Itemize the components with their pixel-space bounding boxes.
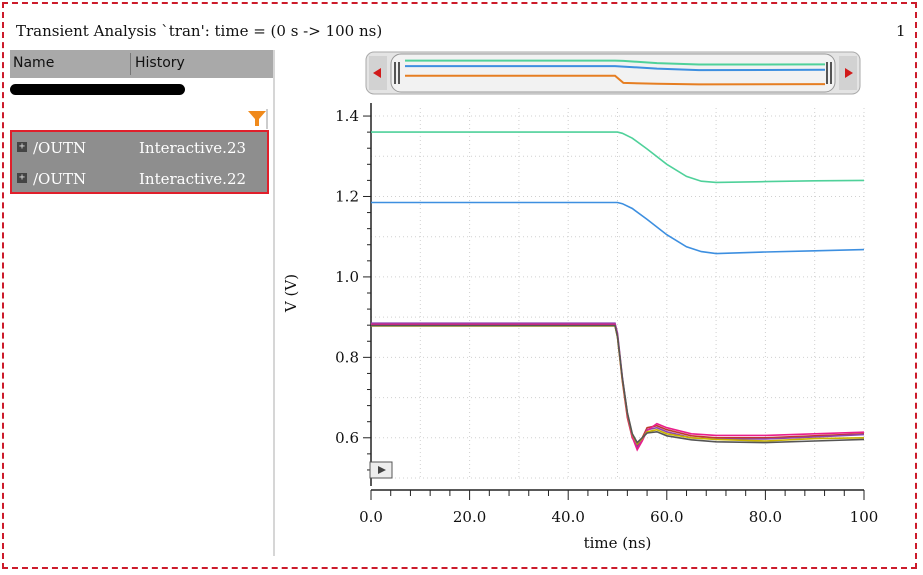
y-tick-label: 0.8 (335, 348, 359, 366)
history-name: Interactive.23 (139, 139, 247, 157)
series-line[interactable] (371, 131, 865, 184)
x-tick-label: 20.0 (453, 508, 486, 526)
waveform-plot[interactable]: 0.0 20.0 40.0 60.0 80.0 100 0.6 0.8 1.0 1.2 1.4 tim… (276, 50, 912, 560)
signal-name: /OUTN (33, 170, 87, 188)
signal-name: /OUTN (33, 139, 87, 157)
window-title: Transient Analysis `tran': time = (0 s -… (16, 22, 383, 40)
overview-scrollbar[interactable] (365, 50, 861, 96)
overview-series-line (405, 65, 826, 72)
arrow-right-icon[interactable] (845, 68, 853, 78)
x-axis-label: time (ns) (584, 534, 652, 552)
y-tick-label: 1.2 (335, 187, 359, 205)
list-item[interactable]: + /OUTN Interactive.22 (12, 165, 267, 193)
signal-list: + /OUTN Interactive.23 + /OUTN Interacti… (10, 130, 269, 194)
y-tick-label: 1.0 (335, 268, 359, 286)
y-axis-label: V (V) (282, 274, 300, 313)
page-number: 1 (896, 22, 906, 40)
panel-splitter[interactable] (273, 50, 275, 556)
column-header: Name History (10, 50, 275, 78)
history-name: Interactive.22 (139, 170, 247, 188)
redacted-path-bar (10, 84, 185, 95)
x-tick-label: 0.0 (359, 508, 383, 526)
overview-series-line (405, 74, 826, 86)
results-browser: Name History + /OUTN Interactive.23 + /O… (10, 50, 275, 556)
column-divider[interactable] (130, 53, 131, 75)
x-tick-label: 40.0 (551, 508, 584, 526)
overview-series-line (405, 59, 826, 66)
series-line[interactable] (371, 201, 865, 255)
y-tick-label: 0.6 (335, 429, 359, 447)
plus-box-icon[interactable]: + (17, 172, 27, 183)
y-tick-label: 1.4 (335, 107, 359, 125)
list-item[interactable]: + /OUTN Interactive.23 (12, 134, 267, 162)
funnel-icon[interactable] (246, 108, 268, 130)
column-name[interactable]: Name (13, 55, 55, 71)
x-tick-label: 80.0 (749, 508, 782, 526)
plus-box-icon[interactable]: + (17, 141, 27, 152)
arrow-left-icon[interactable] (373, 68, 381, 78)
x-tick-label: 60.0 (650, 508, 683, 526)
column-history[interactable]: History (135, 55, 185, 71)
series-line[interactable] (371, 324, 865, 444)
x-tick-label: 100 (850, 508, 879, 526)
